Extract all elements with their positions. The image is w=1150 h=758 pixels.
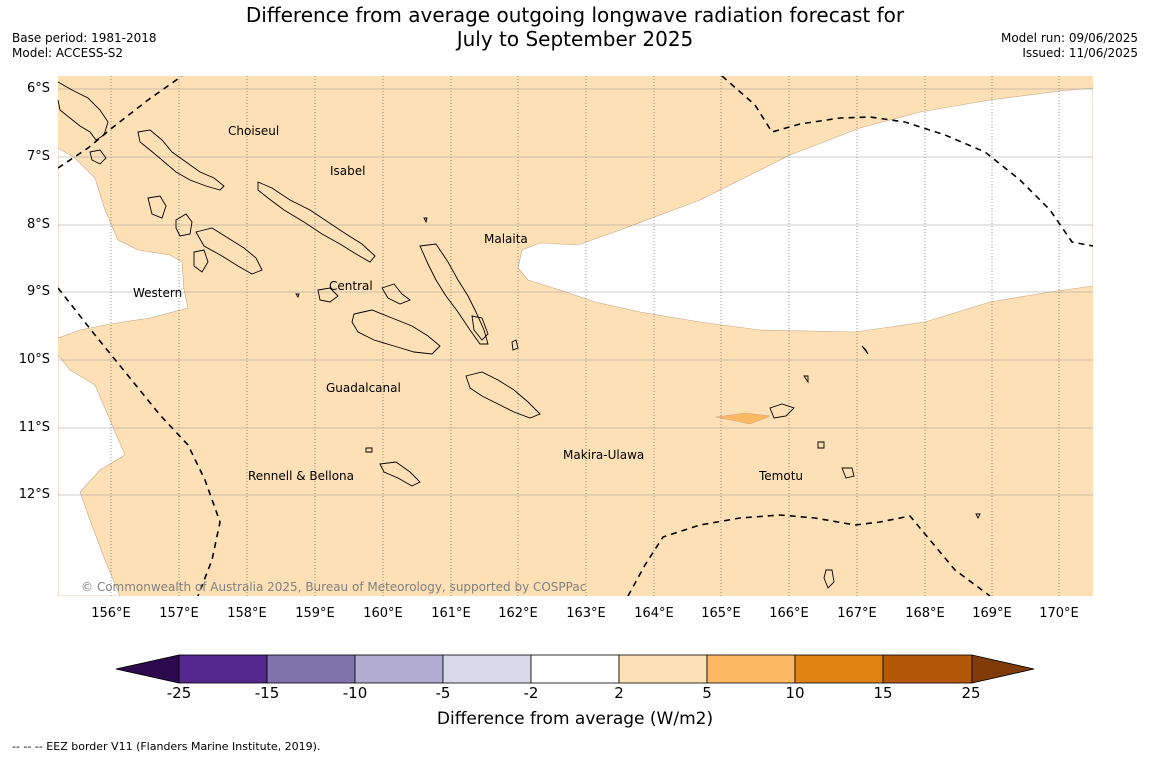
colorbar-bin: [530, 654, 620, 684]
region-rennell-bellona: Rennell & Bellona: [248, 469, 355, 483]
region-temotu: Temotu: [759, 469, 804, 483]
island-malaita: [419, 243, 489, 345]
lat-label: 7°S: [26, 149, 50, 164]
anomaly-shade-5-10: [715, 412, 771, 425]
island-new-georgia: [147, 195, 263, 275]
region-isabel: Isabel: [330, 164, 366, 178]
lon-label: 157°E: [159, 606, 199, 621]
colorbar-tick: -5: [435, 684, 451, 702]
lat-label: 8°S: [26, 217, 50, 232]
anomaly-white-region-east: [517, 87, 1093, 333]
title-line-2: July to September 2025: [456, 27, 694, 51]
island-small-2: [295, 293, 300, 299]
island-vanikoro: [841, 467, 855, 479]
lon-label: 163°E: [566, 606, 606, 621]
island-guadalcanal: [351, 309, 441, 355]
islands: [57, 81, 981, 589]
island-duff: [803, 375, 809, 384]
colorbar-label: Difference from average (W/m2): [436, 709, 714, 729]
colorbar-bin: [442, 654, 532, 684]
lon-label: 168°E: [905, 606, 945, 621]
colorbar-tick: 15: [873, 684, 893, 702]
lat-label: 12°S: [18, 487, 50, 502]
colorbar-tick: 25: [961, 684, 981, 702]
island-santa-cruz: [769, 403, 795, 419]
base-period: Base period: 1981-2018: [12, 31, 157, 45]
region-guadalcanal: Guadalcanal: [326, 381, 401, 395]
colorbar-tick: 5: [702, 684, 712, 702]
island-buka-shortland: [89, 149, 107, 165]
lon-label: 162°E: [498, 606, 538, 621]
lat-label: 10°S: [18, 352, 50, 367]
colorbar-tick: -25: [166, 684, 192, 702]
lon-label: 164°E: [634, 606, 674, 621]
lon-label: 160°E: [363, 606, 403, 621]
colorbar-tick: -10: [342, 684, 368, 702]
copyright-notice: © Commonwealth of Australia 2025, Bureau…: [81, 580, 587, 594]
region-makira-ulawa: Makira-Ulawa: [563, 448, 645, 462]
lat-label: 6°S: [26, 81, 50, 96]
colorbar-bin: [354, 654, 444, 684]
lon-label: 156°E: [91, 606, 131, 621]
island-tikopia: [823, 569, 835, 589]
island-reef: [861, 345, 869, 355]
lon-label: 165°E: [701, 606, 741, 621]
colorbar-tick: -15: [254, 684, 280, 702]
island-rennell: [379, 461, 421, 487]
colorbar-tick: 2: [614, 684, 624, 702]
colorbar-bin: [266, 654, 356, 684]
island-anuta: [975, 513, 981, 520]
colorbar-extend-low: [115, 654, 180, 684]
island-bougainville: [57, 81, 109, 141]
region-malaita: Malaita: [484, 232, 528, 246]
colorbar-tick: 10: [785, 684, 805, 702]
graticule: [58, 76, 1093, 596]
issued-date: Issued: 11/06/2025: [1022, 46, 1138, 60]
lon-label: 166°E: [769, 606, 809, 621]
lat-label: 11°S: [18, 420, 50, 435]
island-vella: [193, 249, 209, 273]
region-central: Central: [329, 279, 373, 293]
lon-label: 169°E: [972, 606, 1012, 621]
anomaly-white-region-west-lower: [58, 354, 126, 596]
colorbar-extend-high: [971, 654, 1035, 684]
model-name: Model: ACCESS-S2: [12, 46, 124, 60]
island-utupua: [817, 441, 825, 449]
lon-label: 170°E: [1039, 606, 1079, 621]
island-nggela: [317, 283, 411, 305]
lon-label: 159°E: [295, 606, 335, 621]
colorbar-bin: [618, 654, 708, 684]
anomaly-white-region-west-upper: [58, 147, 189, 339]
colorbar-bin: [706, 654, 796, 684]
island-small-1: [423, 217, 428, 224]
island-bellona: [365, 447, 373, 453]
meta-left: Base period: 1981-2018 Model: ACCESS-S2: [12, 31, 157, 61]
island-small-malaita: [471, 315, 489, 341]
island-makira: [465, 371, 541, 419]
lon-label: 158°E: [227, 606, 267, 621]
eez-borders: [58, 76, 1093, 596]
colorbar-bin: [882, 654, 973, 684]
island-isabel: [257, 181, 376, 263]
island-ulawa: [511, 339, 519, 351]
lat-label: 9°S: [26, 284, 50, 299]
map-title: Difference from average outgoing longwav…: [0, 3, 1150, 51]
eez-footnote: -- -- -- EEZ border V11 (Flanders Marine…: [12, 740, 321, 753]
colorbar-bin: [794, 654, 884, 684]
colorbar-tick: -2: [523, 684, 539, 702]
model-run: Model run: 09/06/2025: [1000, 31, 1138, 45]
colorbar-bin: [178, 654, 268, 684]
island-choiseul: [137, 129, 225, 191]
region-western: Western: [133, 286, 183, 300]
lon-label: 161°E: [431, 606, 471, 621]
lon-label: 167°E: [837, 606, 877, 621]
region-choiseul: Choiseul: [228, 124, 280, 138]
title-line-1: Difference from average outgoing longwav…: [245, 3, 905, 27]
meta-right: Model run: 09/06/2025 Issued: 11/06/2025: [1001, 31, 1138, 61]
